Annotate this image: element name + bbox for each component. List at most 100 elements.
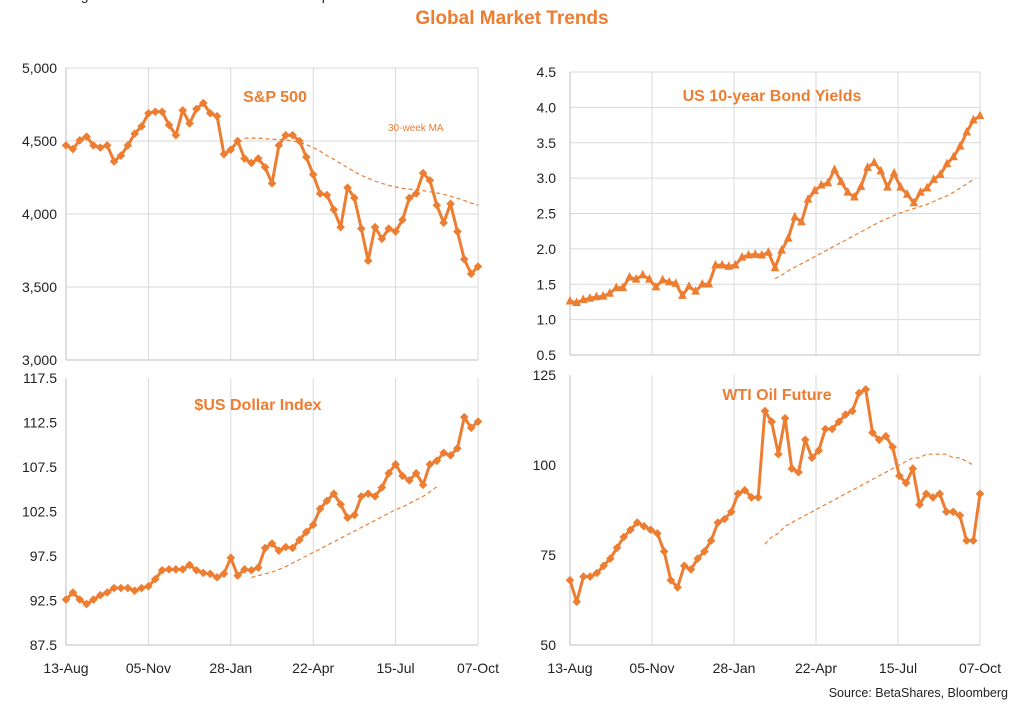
chart3-point	[150, 574, 160, 584]
chart2-point	[651, 281, 661, 291]
chart1-point	[411, 189, 421, 198]
chart2-series-line	[569, 114, 981, 305]
chart4-point	[706, 536, 716, 545]
chart2-point	[684, 281, 694, 290]
chart2-y-tick-label: 2.5	[537, 206, 557, 222]
chart3-point	[315, 504, 325, 514]
chart1-y-tick-label: 4,500	[22, 133, 57, 149]
chart3-point	[109, 583, 119, 593]
chart4-x-tick-label: 22-Apr	[795, 660, 837, 676]
chart2-point	[724, 261, 734, 270]
chart4-point	[686, 565, 696, 574]
chart3-point	[459, 412, 469, 422]
chart3-point	[96, 590, 105, 600]
chart1-point	[295, 136, 304, 146]
chart1-point	[205, 108, 215, 118]
chart3-point	[171, 565, 181, 574]
chart2-point	[942, 158, 952, 168]
chart2-point	[605, 288, 614, 297]
chart2-point	[962, 126, 972, 136]
chart1-x-tick-label: 05-Nov	[126, 0, 171, 3]
chart2-point	[896, 182, 905, 191]
chart3-point	[157, 565, 167, 575]
chart1-point	[439, 218, 448, 228]
chart3-point	[205, 569, 215, 579]
chart4-point	[747, 493, 756, 502]
chart2-point	[797, 216, 806, 226]
chart3-point	[432, 456, 442, 466]
chart3-point	[192, 565, 201, 575]
chart2-point	[922, 182, 932, 192]
chart1-point	[281, 130, 291, 140]
chart1-point	[253, 154, 263, 163]
chart1-point	[178, 106, 188, 115]
chart2-series-moving-average	[774, 178, 974, 280]
chart1-point	[432, 200, 442, 210]
chart4-point	[874, 435, 884, 445]
chart4-point	[942, 507, 951, 517]
chart3-point	[75, 595, 85, 604]
chart3-y-tick-label: 97.5	[30, 548, 57, 564]
chart4-point	[787, 464, 797, 473]
chart3-point	[302, 527, 311, 537]
chart4-point	[619, 532, 629, 542]
chart1-point	[384, 224, 394, 233]
chart4-point	[673, 583, 682, 592]
chart4-point	[767, 417, 776, 427]
chart2-y-tick-label: 4.0	[537, 99, 557, 115]
chart2-point	[883, 182, 892, 191]
chart1-point	[240, 154, 249, 163]
chart3-x-tick-label: 22-Apr	[292, 660, 334, 676]
chart2-y-tick-label: 1.0	[537, 312, 557, 328]
chart4-point	[720, 514, 729, 524]
chart1-point	[233, 136, 242, 146]
chart1-y-tick-label: 5,000	[22, 60, 57, 76]
chart2-point	[671, 278, 681, 287]
chart2-point	[611, 282, 621, 292]
chart3-point	[336, 500, 345, 509]
chart2-point	[658, 274, 667, 284]
chart4-x-tick-label: 13-Aug	[547, 660, 592, 676]
chart3-point	[356, 492, 366, 501]
chart1-point	[164, 120, 174, 130]
chart2-point	[777, 244, 786, 254]
source-note: Source: BetaShares, Bloomberg	[828, 686, 1008, 700]
chart1-point	[418, 168, 428, 178]
chart1-point	[150, 107, 160, 117]
chart2-point	[750, 249, 760, 258]
chart2-point	[823, 177, 833, 187]
chart4-point	[592, 568, 602, 578]
chart3-point	[363, 489, 373, 498]
chart3-point	[233, 571, 242, 580]
chart2-point	[638, 269, 648, 279]
chart1-point	[109, 157, 119, 166]
chart4-point	[646, 525, 655, 535]
chart4-point	[814, 446, 823, 455]
chart2-point	[949, 151, 958, 161]
chart3-point	[425, 460, 435, 469]
chart3-point	[164, 565, 174, 574]
chart1-point	[446, 199, 455, 209]
chart4-point	[794, 467, 803, 477]
chart1-point	[61, 141, 71, 150]
chart4-point	[834, 417, 844, 427]
chart3-y-tick-label: 92.5	[30, 593, 57, 609]
chart4-point	[606, 554, 615, 563]
chart3-y-tick-label: 107.5	[22, 459, 57, 475]
chart2-point	[936, 169, 945, 178]
chart4-point	[901, 478, 911, 488]
chart3-point	[178, 565, 188, 574]
chart1-point	[157, 107, 167, 117]
chart1-point	[350, 193, 359, 203]
chart1-x-tick-label: 13-Aug	[43, 0, 88, 3]
chart4-point	[740, 485, 750, 495]
chart3-point	[199, 568, 208, 578]
chart3-point	[439, 448, 448, 458]
chart2-point	[790, 211, 800, 221]
chart4-y-tick-label: 125	[533, 367, 557, 383]
main-title: Global Market Trends	[415, 8, 609, 29]
chart3-series-line	[64, 415, 480, 606]
chart1-point	[116, 151, 126, 160]
chart4-point	[948, 507, 958, 517]
chart2-point	[585, 293, 595, 302]
